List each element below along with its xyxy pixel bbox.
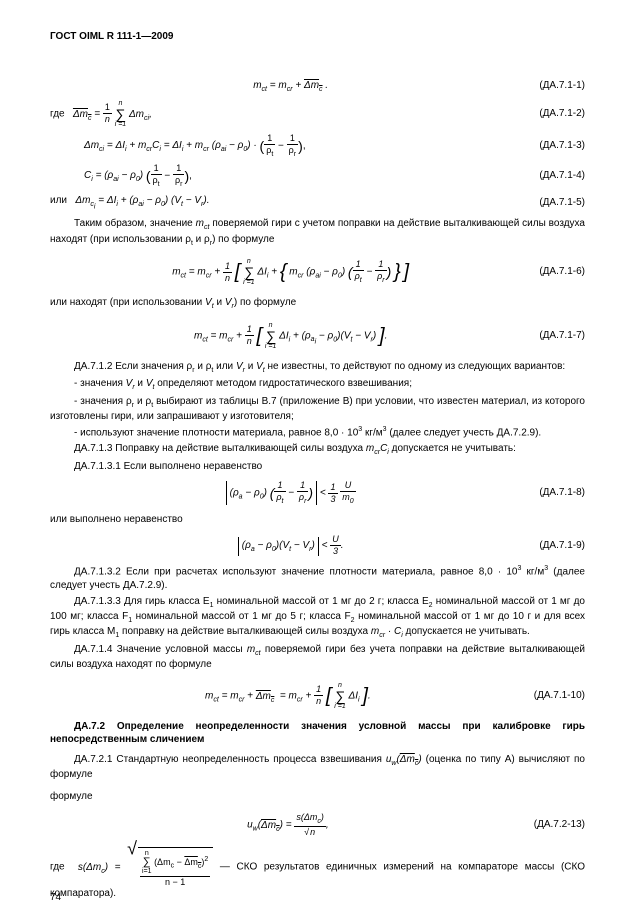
para-s-formula: где s(Δmc) = √ n∑i=1 (Δmc − Δmc)2 n − 1 …: [50, 847, 585, 901]
equation-3: Δmci = ΔIi + mcrCi = ΔIi + mcr (ρai − ρ0…: [50, 134, 585, 158]
label-ili: или: [50, 195, 67, 206]
equation-7: mct = mcr + 1n [ n∑i =1 ΔIi + (ρai − ρ0)…: [50, 322, 585, 350]
equation-9: (ρa − ρ0)(Vt − Vr) < U3. (ДА.7.1-9): [50, 535, 585, 557]
para-714: ДА.7.1.4 Значение условной массы mct пов…: [50, 643, 585, 672]
eq-num-1: (ДА.7.1-1): [531, 79, 585, 93]
eq-num-10: (ДА.7.1-10): [526, 689, 585, 703]
para-takim: Таким образом, значение mct поверяемой г…: [50, 217, 585, 248]
para-712-opt2: - значения ρr и ρt выбирают из таблицы В…: [50, 395, 585, 424]
equation-4: Ci = (ρai − ρ0) (1ρt − 1ρr), (ДА.7.1-4): [50, 164, 585, 188]
para-712-opt1: - значения Vr и Vt определяют методом ги…: [50, 377, 585, 392]
para-ili-nerav: или выполнено неравенство: [50, 513, 585, 527]
para-712-opt3: - используют значение плотности материал…: [50, 425, 585, 440]
equation-2: где Δmc = 1n n∑i =1 Δmci, (ДА.7.1-2): [50, 100, 585, 128]
para-713: ДА.7.1.3 Поправку на действие выталкиваю…: [50, 442, 585, 457]
eq-num-3: (ДА.7.1-3): [531, 139, 585, 153]
para-712: ДА.7.1.2 Если значения ρr и ρt или Vr и …: [50, 360, 585, 375]
eq-num-2: (ДА.7.1-2): [531, 107, 585, 121]
para-721-formule: формуле: [50, 790, 585, 804]
eq-num-4: (ДА.7.1-4): [531, 169, 585, 183]
equation-13: uw(Δmc) = s(Δmc)√n, (ДА.7.2-13): [50, 813, 585, 837]
eq-num-7: (ДА.7.1-7): [531, 329, 585, 343]
section-72-title: ДА.7.2 Определение неопределенности знач…: [50, 720, 585, 747]
eq-num-6: (ДА.7.1-6): [531, 265, 585, 279]
page-number: 74: [50, 891, 61, 905]
para-7133: ДА.7.1.3.3 Для гирь класса E1 номинально…: [50, 595, 585, 641]
label-gde: где: [50, 109, 65, 120]
equation-8: (ρa − ρ0) (1ρt − 1ρr) < 13 Um0 (ДА.7.1-8…: [50, 481, 585, 505]
equation-1: mct = mcr + Δmc . (ДА.7.1-1): [50, 79, 585, 94]
eq-num-9: (ДА.7.1-9): [531, 539, 585, 553]
para-ili-nakhodyat: или находят (при использовании Vt и Vr) …: [50, 296, 585, 311]
para-721: ДА.7.2.1 Стандартную неопределенность пр…: [50, 753, 585, 782]
equation-6: mct = mcr + 1n [ n∑i =1 ΔIi + { mcr (ρai…: [50, 258, 585, 286]
eq-num-13: (ДА.7.2-13): [526, 818, 585, 832]
para-7131: ДА.7.1.3.1 Если выполнено неравенство: [50, 460, 585, 474]
equation-10: mct = mcr + Δmc = mcr + 1n [ n∑i =1 ΔIi …: [50, 682, 585, 710]
eq-num-5: (ДА.7.1-5): [531, 196, 585, 210]
para-7132: ДА.7.1.3.2 Если при расчетах используют …: [50, 564, 585, 592]
equation-5: или Δmci = ΔIi + (ρai − ρ0) (Vt − Vr). (…: [50, 194, 585, 212]
doc-header: ГОСТ OIML R 111-1—2009: [50, 30, 585, 44]
eq-num-8: (ДА.7.1-8): [531, 486, 585, 500]
